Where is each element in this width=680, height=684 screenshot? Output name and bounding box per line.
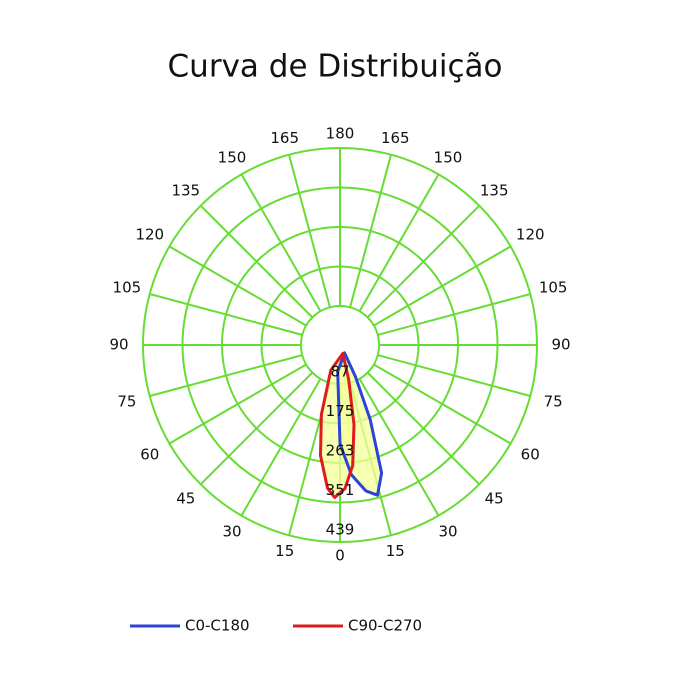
angle-label: 90 <box>109 336 128 354</box>
grid-spoke <box>377 293 531 336</box>
grid-spoke <box>377 354 531 397</box>
angle-label: 45 <box>176 490 195 508</box>
angle-label: 60 <box>521 445 540 463</box>
angle-label: 15 <box>275 542 294 560</box>
angle-label: 105 <box>113 278 142 296</box>
legend-label: C90-C270 <box>348 617 422 635</box>
angle-label: 45 <box>485 490 504 508</box>
grid-spoke <box>366 204 481 319</box>
grid-spoke <box>240 378 322 517</box>
grid-spoke <box>168 363 307 445</box>
angle-label: 75 <box>544 393 563 411</box>
angle-label: 180 <box>326 125 355 143</box>
series-line <box>319 352 356 499</box>
angle-label: 30 <box>438 523 457 541</box>
angle-label: 150 <box>434 148 463 166</box>
angle-label: 90 <box>551 336 570 354</box>
radial-label: 263 <box>326 442 355 460</box>
angle-label: 15 <box>386 542 405 560</box>
grid-spoke <box>373 363 512 445</box>
angle-label: 60 <box>140 445 159 463</box>
radial-label: 351 <box>326 481 355 499</box>
angle-label: 105 <box>539 278 568 296</box>
legend-label: C0-C180 <box>185 617 250 635</box>
grid-spoke <box>349 154 392 308</box>
grid-spoke <box>358 173 440 312</box>
angle-label: 165 <box>270 129 299 147</box>
grid-spoke <box>199 371 314 486</box>
series-line <box>336 351 384 497</box>
radial-label: 439 <box>326 521 355 539</box>
angle-label: 120 <box>516 226 545 244</box>
grid-spoke <box>168 245 307 327</box>
grid-spoke <box>149 293 303 336</box>
radial-label: 175 <box>326 402 355 420</box>
angle-label: 0 <box>335 547 345 565</box>
angle-label: 150 <box>218 148 247 166</box>
angle-label: 135 <box>171 181 200 199</box>
grid-spoke <box>240 173 322 312</box>
angle-label: 120 <box>135 226 164 244</box>
grid-spoke <box>366 371 481 486</box>
angle-label: 165 <box>381 129 410 147</box>
grid-spoke <box>358 378 440 517</box>
angle-label: 135 <box>480 181 509 199</box>
angle-label: 75 <box>117 393 136 411</box>
angle-label: 30 <box>222 523 241 541</box>
grid-spoke <box>288 154 331 308</box>
radial-label: 87 <box>330 363 349 381</box>
chart-title: Curva de Distribuição <box>168 49 503 85</box>
grid-spoke <box>149 354 303 397</box>
grid-spoke <box>199 204 314 319</box>
grid-spoke <box>373 245 512 327</box>
